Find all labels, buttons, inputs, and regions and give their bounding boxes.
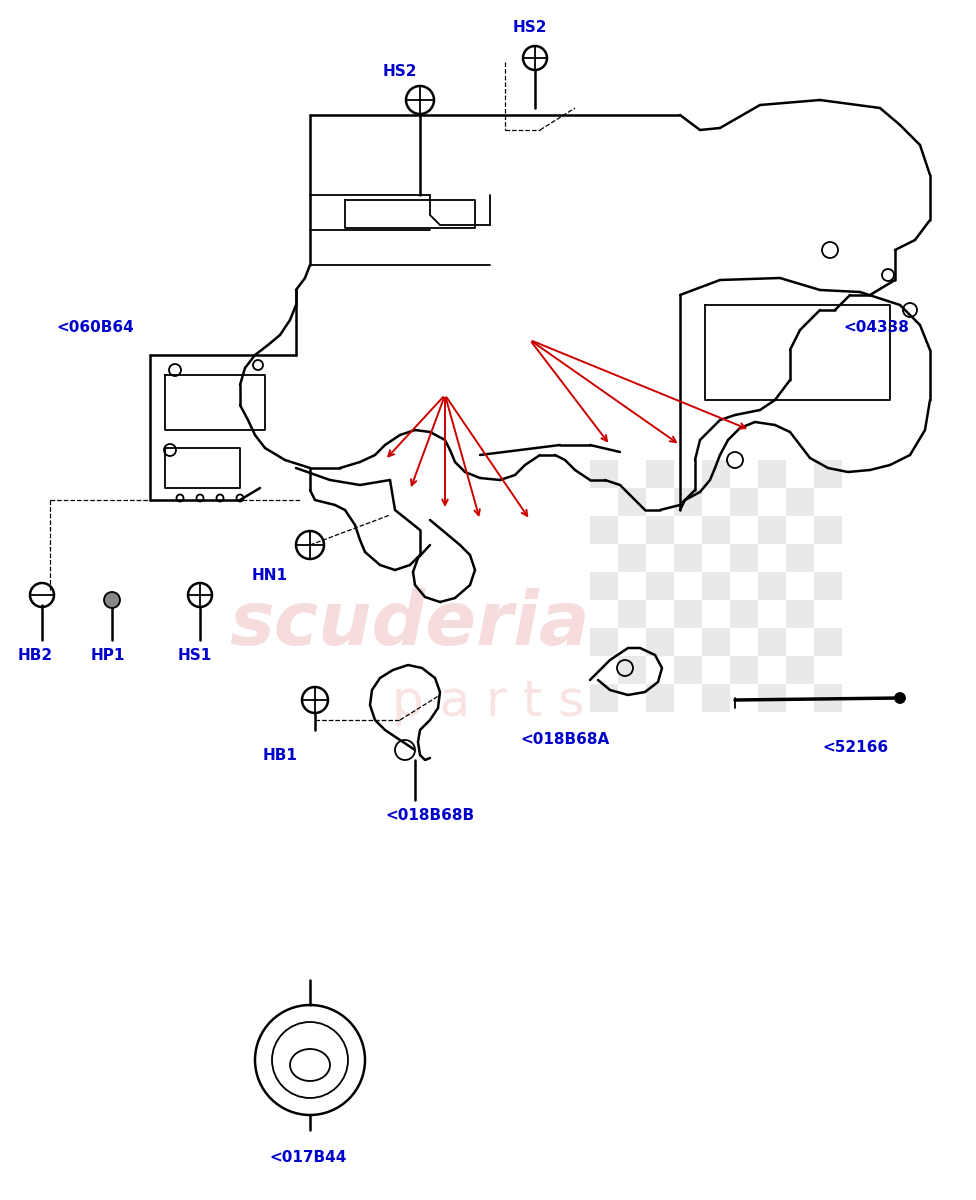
Bar — [758, 628, 786, 656]
Circle shape — [104, 592, 120, 608]
Bar — [786, 488, 814, 516]
Bar — [646, 460, 674, 488]
Bar — [814, 572, 842, 600]
Bar — [814, 684, 842, 712]
Bar — [618, 600, 646, 628]
Bar — [674, 600, 702, 628]
Bar — [786, 656, 814, 684]
Bar — [730, 600, 758, 628]
Text: <04338: <04338 — [843, 320, 909, 336]
Bar — [702, 628, 730, 656]
Bar — [730, 488, 758, 516]
Bar — [646, 628, 674, 656]
Bar — [814, 460, 842, 488]
Bar — [786, 600, 814, 628]
Text: <018B68B: <018B68B — [386, 808, 474, 822]
Bar — [758, 516, 786, 544]
Text: HS2: HS2 — [512, 20, 548, 36]
Bar — [702, 516, 730, 544]
Bar — [646, 572, 674, 600]
Text: HB1: HB1 — [263, 748, 298, 762]
Bar — [730, 544, 758, 572]
Bar — [758, 572, 786, 600]
Bar — [730, 656, 758, 684]
Bar — [702, 460, 730, 488]
Circle shape — [895, 692, 905, 703]
Text: p a r t s: p a r t s — [391, 678, 585, 726]
Bar — [674, 544, 702, 572]
Text: <018B68A: <018B68A — [520, 732, 610, 748]
Text: <060B64: <060B64 — [57, 320, 134, 336]
Bar — [590, 684, 618, 712]
Bar — [758, 460, 786, 488]
Text: HP1: HP1 — [91, 648, 125, 662]
Text: HB2: HB2 — [18, 648, 53, 662]
Bar — [646, 516, 674, 544]
Bar — [646, 684, 674, 712]
Bar — [618, 544, 646, 572]
Bar — [590, 516, 618, 544]
Bar — [786, 544, 814, 572]
Bar — [590, 628, 618, 656]
Bar — [590, 460, 618, 488]
Text: scuderia: scuderia — [229, 588, 590, 660]
Bar — [702, 684, 730, 712]
Bar — [590, 572, 618, 600]
Bar — [814, 516, 842, 544]
Bar — [674, 656, 702, 684]
Bar — [758, 684, 786, 712]
Bar — [618, 656, 646, 684]
Bar — [674, 488, 702, 516]
Bar — [814, 628, 842, 656]
Text: <52166: <52166 — [822, 740, 888, 756]
Text: HS1: HS1 — [178, 648, 212, 662]
Text: HN1: HN1 — [252, 568, 288, 582]
Text: HS2: HS2 — [383, 65, 418, 79]
Text: <017B44: <017B44 — [269, 1151, 346, 1165]
Bar — [702, 572, 730, 600]
Bar — [618, 488, 646, 516]
